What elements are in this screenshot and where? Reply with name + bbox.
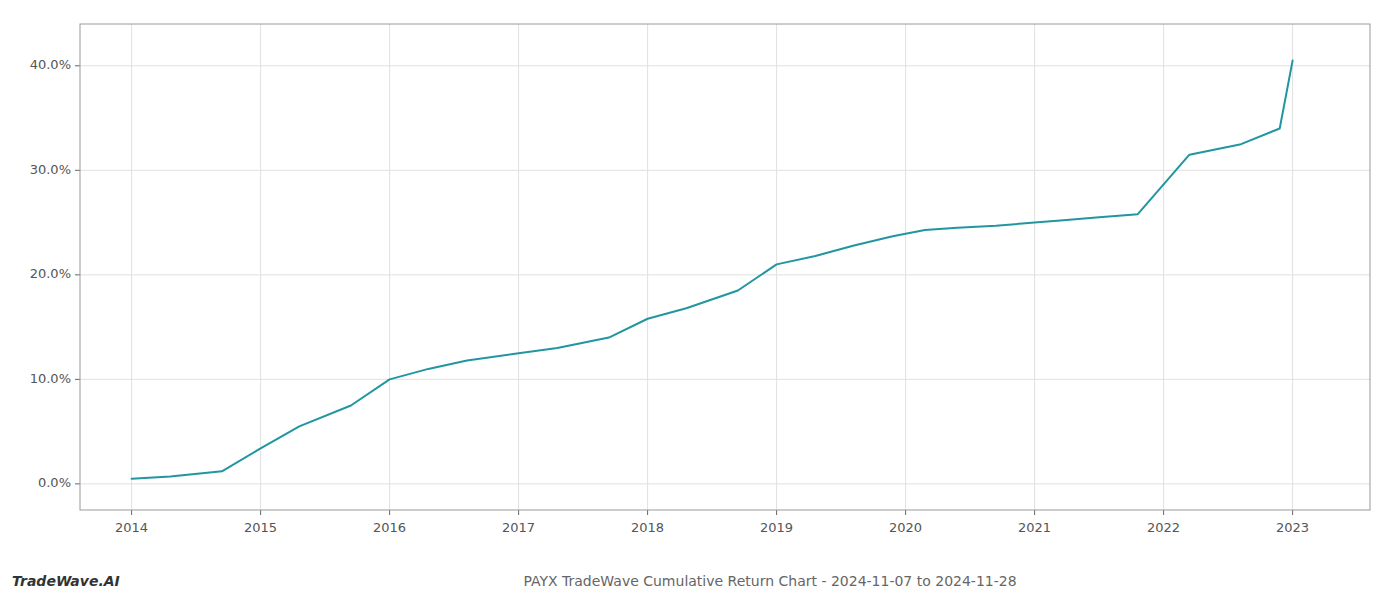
tick-label-y: 10.0% xyxy=(30,371,71,386)
tick-label-x: 2020 xyxy=(889,520,922,535)
grid xyxy=(80,24,1370,510)
tick-mark-x xyxy=(905,510,906,515)
tick-label-y: 30.0% xyxy=(30,162,71,177)
tick-label-x: 2019 xyxy=(760,520,793,535)
grid-line-x xyxy=(776,24,777,510)
tick-label-x: 2018 xyxy=(631,520,664,535)
grid-line-x xyxy=(647,24,648,510)
tick-mark-y xyxy=(75,170,80,171)
grid-line-y xyxy=(80,379,1370,380)
tick-mark-y xyxy=(75,65,80,66)
tick-mark-x xyxy=(647,510,648,515)
grid-line-x xyxy=(131,24,132,510)
tick-mark-x xyxy=(260,510,261,515)
tick-label-x: 2014 xyxy=(115,520,148,535)
chart-container: 0.0% 10.0% 20.0% 30.0% 40.0% 2014 2015 2016 2017… xyxy=(0,0,1400,600)
tick-mark-x xyxy=(131,510,132,515)
grid-line-x xyxy=(260,24,261,510)
grid-line-x xyxy=(389,24,390,510)
plot-frame xyxy=(80,24,1370,510)
title: PAYX TradeWave Cumulative Return Chart -… xyxy=(523,573,1016,589)
tick-label-x: 2015 xyxy=(244,520,277,535)
tick-mark-x xyxy=(389,510,390,515)
grid-line-y xyxy=(80,274,1370,275)
tick-label-x: 2016 xyxy=(373,520,406,535)
grid-line-x xyxy=(518,24,519,510)
grid-line-y xyxy=(80,483,1370,484)
tick-label-x: 2021 xyxy=(1018,520,1051,535)
tick-mark-y xyxy=(75,483,80,484)
tick-mark-x xyxy=(518,510,519,515)
tick-mark-x xyxy=(1163,510,1164,515)
tick-mark-x xyxy=(1292,510,1293,515)
tick-label-y: 20.0% xyxy=(30,266,71,281)
chart-svg: 0.0% 10.0% 20.0% 30.0% 40.0% 2014 2015 2016 2017… xyxy=(0,0,1400,600)
grid-line-x xyxy=(1292,24,1293,510)
tick-label-y: 0.0% xyxy=(38,475,71,490)
grid-line-x xyxy=(905,24,906,510)
tick-label-y: 40.0% xyxy=(30,57,71,72)
line xyxy=(132,61,1293,479)
tick-label-x: 2023 xyxy=(1276,520,1309,535)
data-group xyxy=(132,61,1293,479)
tick-mark-x xyxy=(776,510,777,515)
watermark: TradeWave.AI xyxy=(12,573,120,589)
grid-line-x xyxy=(1034,24,1035,510)
tick-label-x: 2022 xyxy=(1147,520,1180,535)
tick-label-x: 2017 xyxy=(502,520,535,535)
grid-line-x xyxy=(1163,24,1164,510)
grid-line-y xyxy=(80,65,1370,66)
tick-mark-y xyxy=(75,274,80,275)
tick-mark-y xyxy=(75,379,80,380)
axes: 0.0% 10.0% 20.0% 30.0% 40.0% 2014 2015 2016 2017… xyxy=(30,24,1370,535)
tick-mark-x xyxy=(1034,510,1035,515)
